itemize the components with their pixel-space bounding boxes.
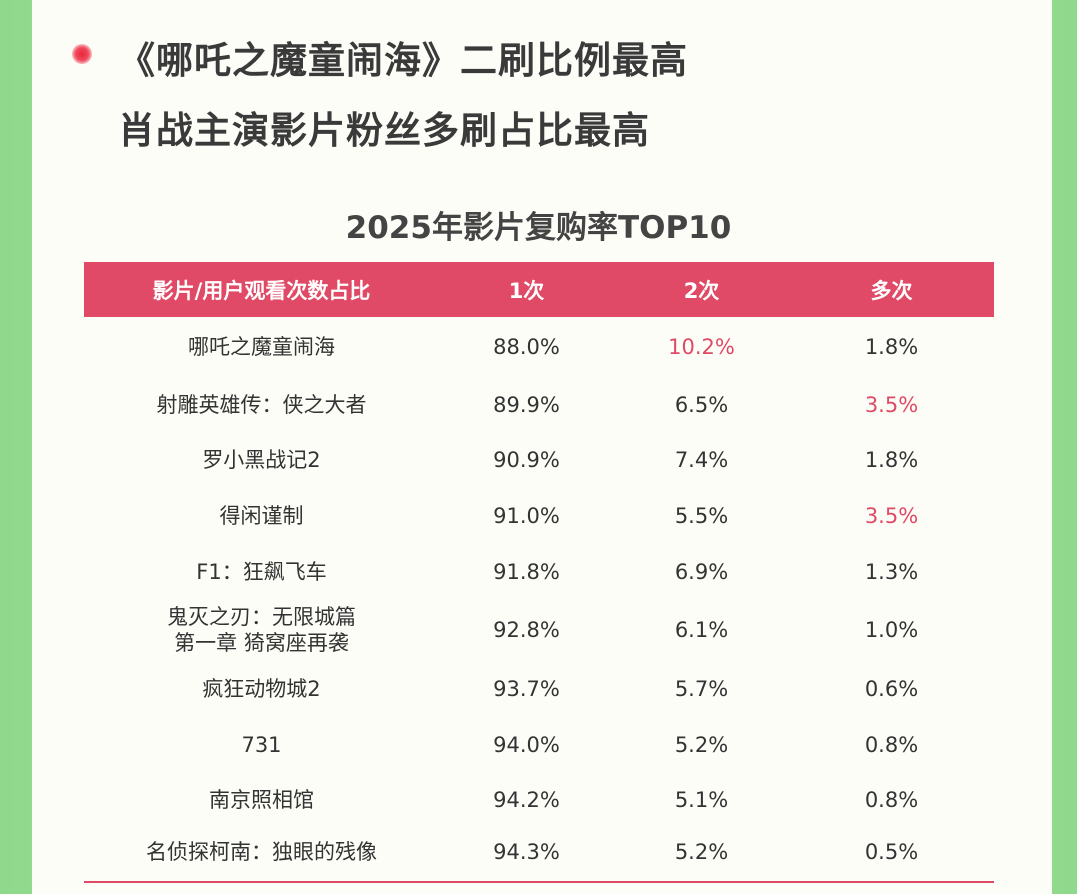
header-multi: 多次 [870,278,913,303]
cell-multi: 0.5% [864,840,919,864]
content-card [32,0,1052,894]
header-twice: 2次 [683,278,720,303]
cell-multi: 3.5% [864,504,919,528]
table-body: 哪吒之魔童闹海 88.0% 10.2% 1.8% 射雕英雄传：侠之大者 89.9% 6.5%… [84,317,994,877]
cell-multi: 3.5% [864,392,919,417]
cell-twice: 5.5% [674,504,729,528]
cell-multi: 1.8% [864,448,919,472]
cell-once: 94.2% [493,787,560,812]
cell-once: 89.9% [493,392,560,417]
cell-film: F1：狂飙飞车 [196,560,327,584]
table-bottom-rule [84,881,994,883]
cell-multi: 1.8% [864,335,919,359]
cell-once: 91.0% [493,504,560,528]
headline-line-2: 肖战主演影片粉丝多刷占比最高 [118,109,650,152]
repurchase-table: 影片/用户观看次数占比 1次 2次 多次 哪吒之魔童闹海 88.0% 10.2% 1.… [84,262,994,883]
cell-multi: 0.6% [864,676,919,701]
cell-twice: 7.4% [674,448,729,472]
cell-once: 91.8% [493,560,560,584]
cell-film: 疯狂动物城2 [202,676,321,701]
cell-once: 88.0% [493,335,560,359]
cell-film: 得闲谨制 [219,504,304,528]
table-row: 南京照相馆 94.2% 5.1% 0.8% [84,772,994,827]
cell-film: 鬼灭之刃：无限城篇 第一章 猗窝座再袭 [167,605,356,655]
cell-twice: 5.7% [674,676,729,701]
table-row: 哪吒之魔童闹海 88.0% 10.2% 1.8% [84,317,994,377]
table-title: 2025年影片复购率TOP10 [345,210,732,246]
cell-twice: 5.1% [674,787,729,812]
cell-twice: 5.2% [674,732,729,757]
cell-film: 射雕英雄传：侠之大者 [156,392,367,417]
cell-multi: 1.3% [864,560,919,584]
cell-twice: 6.9% [674,560,729,584]
cell-twice: 6.1% [674,618,729,642]
cell-film: 名侦探柯南：独眼的残像 [146,840,377,864]
cell-multi: 0.8% [864,787,919,812]
table-row: F1：狂飙飞车 91.8% 6.9% 1.3% [84,544,994,600]
cell-twice: 5.2% [674,840,729,864]
table-row: 罗小黑战记2 90.9% 7.4% 1.8% [84,432,994,488]
headline-line-1: 《哪吒之魔童闹海》二刷比例最高 [118,39,688,82]
cell-twice: 10.2% [668,335,735,359]
header-film: 影片/用户观看次数占比 [152,278,371,303]
cell-once: 92.8% [493,618,560,642]
table-row: 名侦探柯南：独眼的残像 94.3% 5.2% 0.5% [84,827,994,877]
cell-twice: 6.5% [674,392,729,417]
cell-film: 罗小黑战记2 [202,448,321,472]
table-row: 731 94.0% 5.2% 0.8% [84,717,994,772]
header-once: 1次 [508,278,545,303]
cell-multi: 0.8% [864,732,919,757]
table-row: 鬼灭之刃：无限城篇 第一章 猗窝座再袭 92.8% 6.1% 1.0% [84,600,994,660]
table-row: 得闲谨制 91.0% 5.5% 3.5% [84,488,994,544]
cell-once: 93.7% [493,676,560,701]
cell-film: 哪吒之魔童闹海 [188,335,335,359]
table-header: 影片/用户观看次数占比 1次 2次 多次 [84,262,994,317]
cell-film: 南京照相馆 [209,787,314,812]
cell-once: 94.0% [493,732,560,757]
table-row: 射雕英雄传：侠之大者 89.9% 6.5% 3.5% [84,377,994,432]
table-row: 疯狂动物城2 93.7% 5.7% 0.6% [84,660,994,717]
cell-multi: 1.0% [864,618,919,642]
cell-once: 90.9% [493,448,560,472]
cell-once: 94.3% [493,840,560,864]
cell-film: 731 [241,732,282,757]
bullet-dot-icon [72,44,92,64]
